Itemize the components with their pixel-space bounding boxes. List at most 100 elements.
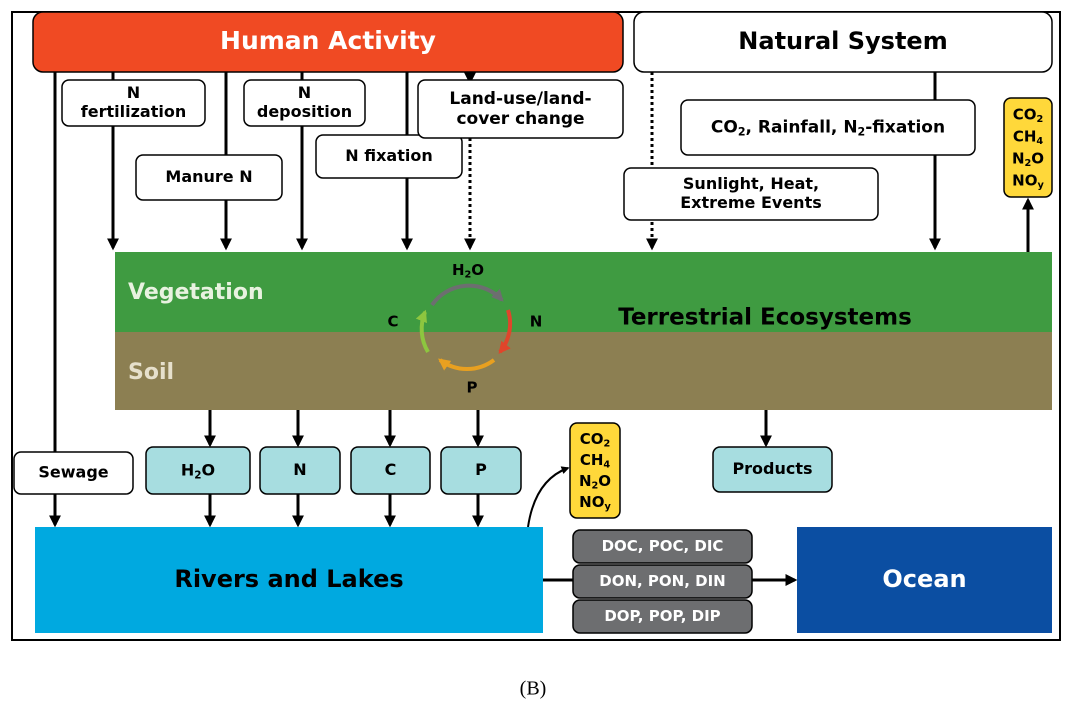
- box: [572, 529, 753, 564]
- box: [315, 134, 463, 179]
- label: Rivers and Lakes: [174, 565, 403, 593]
- box: [712, 446, 833, 493]
- cycle-arc: [415, 309, 430, 354]
- label-part: 2: [1036, 114, 1043, 125]
- box: [680, 99, 976, 156]
- label: H2O: [181, 460, 215, 481]
- label-part: CO: [711, 118, 738, 138]
- label: CO2, Rainfall, N2-fixation: [711, 118, 945, 139]
- label: Land-use/land-: [449, 89, 591, 109]
- label: Soil: [128, 360, 174, 385]
- label-part: 2: [858, 126, 866, 139]
- box: [569, 422, 621, 519]
- label-part: , Rainfall, N: [746, 118, 858, 138]
- label: Products: [732, 459, 812, 478]
- box: [633, 11, 1053, 73]
- label-part: O: [598, 472, 611, 490]
- label-part: 4: [1036, 136, 1043, 147]
- soil-band: [115, 332, 1052, 410]
- box: [259, 446, 341, 495]
- label: NOy: [579, 493, 611, 513]
- label: Manure N: [165, 167, 252, 186]
- box: [1003, 97, 1053, 198]
- label-part: O: [471, 261, 484, 279]
- box: [32, 11, 624, 73]
- label: N2O: [1012, 149, 1044, 169]
- box: [350, 446, 431, 495]
- box: [61, 79, 206, 127]
- cycle-arc: [430, 283, 504, 307]
- label-part: NO: [1012, 171, 1037, 189]
- label-part: -fixation: [865, 118, 945, 138]
- box: [243, 79, 366, 127]
- label-part: O: [202, 460, 216, 479]
- label-part: 2: [603, 439, 610, 450]
- label: Sunlight, Heat,: [683, 174, 819, 193]
- label-part: CH: [1013, 127, 1037, 145]
- label-part: 2: [1025, 158, 1032, 169]
- label: NOy: [1012, 171, 1044, 191]
- label: Terrestrial Ecosystems: [618, 305, 912, 331]
- label-part: O: [1031, 149, 1044, 167]
- label: Sewage: [38, 463, 108, 482]
- cycle-arc: [498, 309, 513, 354]
- box: [572, 599, 753, 634]
- boxes: Human Activity Natural System Nfertilizati…: [13, 11, 1053, 700]
- label: cover change: [456, 109, 584, 129]
- label: Human Activity: [220, 26, 436, 55]
- label: deposition: [257, 102, 352, 121]
- label-part: 2: [194, 469, 201, 481]
- label: Extreme Events: [680, 193, 822, 212]
- label: Ocean: [882, 565, 966, 593]
- label: P: [467, 379, 478, 397]
- vegetation-band: [115, 252, 1052, 332]
- label-part: 2: [465, 270, 472, 281]
- label: C: [385, 460, 397, 479]
- arrow: [527, 466, 570, 528]
- label: fertilization: [81, 102, 186, 121]
- label: N: [127, 83, 140, 102]
- box: [145, 446, 251, 495]
- box: [417, 79, 624, 139]
- label: N fixation: [345, 146, 432, 165]
- label-part: N: [579, 472, 592, 490]
- label: Vegetation: [128, 280, 264, 305]
- cycle: [415, 283, 513, 371]
- cycle-arc: [438, 358, 496, 371]
- label: DOC, POC, DIC: [602, 537, 724, 555]
- label: H2O: [452, 261, 484, 281]
- label-part: H: [452, 261, 465, 279]
- box: [135, 154, 283, 201]
- label: P: [475, 460, 487, 479]
- label-part: NO: [579, 493, 604, 511]
- box: [623, 167, 879, 221]
- label: N: [293, 460, 306, 479]
- label-part: CH: [580, 451, 604, 469]
- label-part: y: [604, 502, 611, 513]
- label-part: CO: [580, 430, 604, 448]
- label-part: H: [181, 460, 194, 479]
- label-part: N: [1012, 149, 1025, 167]
- label: CO2: [580, 430, 611, 450]
- label: DOP, POP, DIP: [604, 607, 720, 625]
- label: Natural System: [738, 27, 947, 55]
- box: [797, 527, 1052, 633]
- label: DON, PON, DIN: [599, 572, 725, 590]
- label-part: CO: [1013, 105, 1037, 123]
- label: N2O: [579, 472, 611, 492]
- box: [13, 451, 134, 495]
- label: N: [530, 313, 543, 331]
- label: CH4: [580, 451, 611, 471]
- box: [35, 527, 543, 633]
- label: CO2: [1013, 105, 1044, 125]
- label: C: [387, 313, 398, 331]
- label: N: [298, 83, 311, 102]
- box: [440, 446, 522, 495]
- label: (B): [520, 678, 547, 700]
- box: [572, 564, 753, 599]
- label-part: 4: [603, 460, 610, 471]
- label-part: 2: [738, 126, 746, 139]
- label: CH4: [1013, 127, 1044, 147]
- label-part: y: [1037, 180, 1044, 191]
